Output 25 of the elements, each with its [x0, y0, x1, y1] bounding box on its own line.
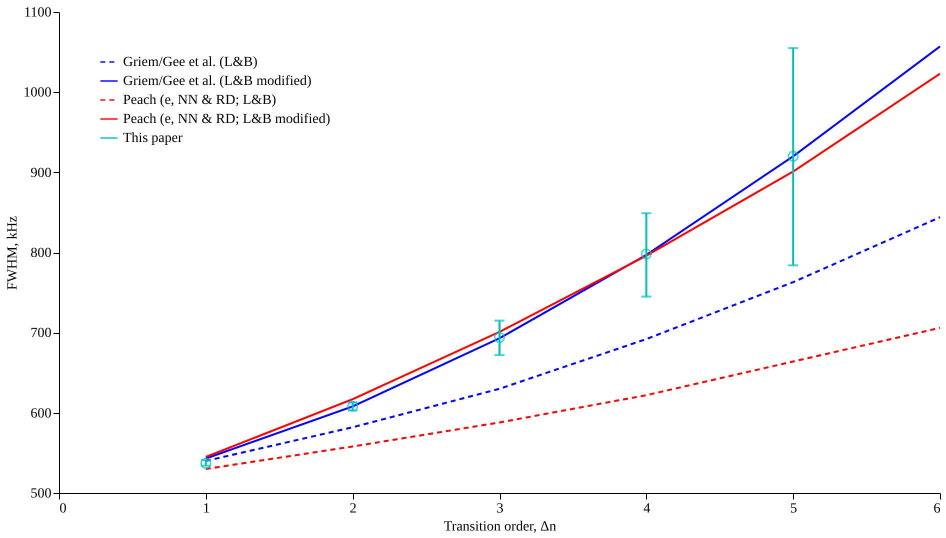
y-tick-label: 800: [30, 246, 52, 261]
x-tick-label: 6: [934, 502, 940, 516]
x-tick-label: 3: [496, 502, 504, 516]
x-tick-label: 1: [202, 502, 210, 516]
y-tick-label: 1000: [24, 86, 52, 101]
x-axis-title: Transition order, Δn: [444, 520, 556, 534]
x-tick-label: 2: [350, 502, 357, 516]
point: [494, 332, 505, 343]
legend-label: Peach (e, NN & RD; L&B): [123, 93, 277, 108]
line-series: [204, 326, 941, 470]
y-tick-label: 700: [30, 326, 52, 342]
y-tick-label: 900: [30, 166, 52, 181]
y-tick-label: 1100: [24, 6, 52, 20]
x-tick-label: 4: [643, 502, 650, 516]
y-axis-title: FWHM, kHz: [6, 216, 20, 290]
y-tick-label: 600: [30, 406, 52, 422]
point: [788, 150, 799, 162]
legend-label: Griem/Gee et al. (L&B): [123, 55, 258, 70]
legend-label: Peach (e, NN & RD; L&B modified): [123, 112, 331, 127]
x-tick-label: 0: [60, 502, 66, 516]
x-tick-label: 5: [790, 502, 798, 516]
legend-label: This paper: [123, 131, 183, 146]
point: [640, 248, 652, 260]
legend-label: Griem/Gee et al. (L&B modified): [123, 74, 312, 89]
y-tick-label: 500: [30, 486, 52, 502]
